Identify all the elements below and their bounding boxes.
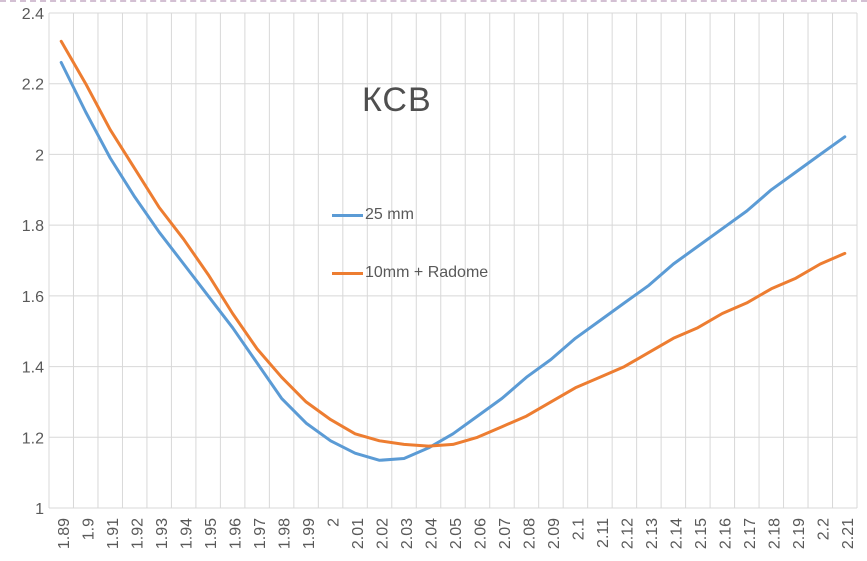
y-tick-label: 1.6: [22, 289, 44, 306]
y-tick-label: 1: [35, 501, 44, 518]
series-line-0[interactable]: [59, 61, 847, 462]
page-break-dashed-line: [0, 0, 867, 2]
x-tick-label: 2.05: [448, 518, 465, 549]
x-tick-label: 2.13: [644, 518, 661, 549]
legend-label-25mm: 25 mm: [365, 206, 414, 223]
x-tick-label: 2.07: [497, 518, 514, 549]
x-tick-label: 2.04: [424, 518, 441, 549]
x-tick-label: 1.92: [130, 518, 147, 549]
chart-title: КСВ: [362, 81, 432, 119]
legend-item-10mm-radome[interactable]: 10mm + Radome: [332, 263, 488, 283]
x-tick-label: 2.14: [668, 518, 685, 549]
x-tick-label: 1.91: [105, 518, 122, 549]
y-tick-label: 1.4: [22, 360, 44, 377]
x-tick-label: 2.02: [375, 518, 392, 549]
x-tick-label: 2: [326, 518, 343, 527]
gridlines: [48, 12, 858, 509]
x-tick-label: 2.15: [693, 518, 710, 549]
legend-marker-10mm-radome-line: [332, 271, 363, 275]
x-tick-label: 2.06: [472, 518, 489, 549]
x-tick-label: 2.11: [595, 518, 612, 548]
x-tick-label: 1.96: [228, 518, 245, 549]
x-tick-label: 2.19: [791, 518, 808, 549]
x-tick-label: 2.09: [546, 518, 563, 549]
legend-item-25mm[interactable]: 25 mm: [332, 205, 414, 225]
y-tick-label: 2.2: [22, 77, 44, 94]
x-tick-label: 2.2: [815, 518, 832, 540]
y-tick-label: 1.2: [22, 430, 44, 447]
legend-label-10mm-radome: 10mm + Radome: [365, 264, 489, 281]
x-tick-label: 1.97: [252, 518, 269, 549]
y-tick-label: 2: [35, 147, 44, 164]
x-tick-label: 2.01: [350, 518, 367, 549]
x-tick-label: 1.98: [277, 518, 294, 549]
x-tick-label: 1.94: [179, 518, 196, 549]
x-tick-label: 2.12: [619, 518, 636, 549]
x-tick-label: 2.18: [766, 518, 783, 549]
x-tick-label: 2.03: [399, 518, 416, 549]
x-tick-label: 2.1: [570, 518, 587, 540]
x-tick-label: 1.95: [203, 518, 220, 549]
x-tick-label: 2.16: [717, 518, 734, 549]
legend-marker-25mm-line: [332, 213, 363, 217]
x-tick-label: 1.9: [81, 518, 98, 540]
series-line-1[interactable]: [59, 39, 847, 448]
x-tick-label: 2.17: [742, 518, 759, 549]
x-tick-label: 1.89: [56, 518, 73, 549]
x-tick-label: 1.93: [154, 518, 171, 549]
x-tick-label: 1.99: [301, 518, 318, 549]
y-tick-label: 1.8: [22, 218, 44, 235]
y-tick-label: 2.4: [22, 6, 44, 23]
x-tick-label: 2.21: [840, 518, 857, 549]
x-tick-label: 2.08: [521, 518, 538, 549]
